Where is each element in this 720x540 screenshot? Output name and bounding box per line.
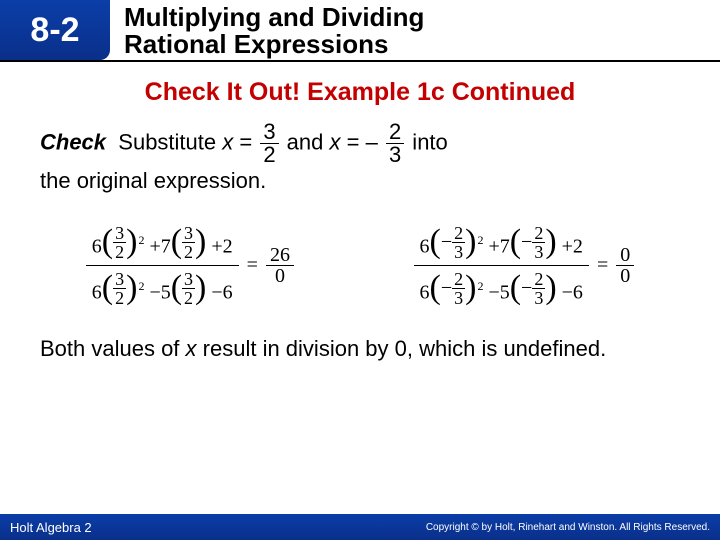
footer-book: Holt Algebra 2: [10, 520, 92, 535]
var-x1: x: [222, 129, 233, 154]
eqb-result: 0 0: [616, 245, 634, 286]
eq1: =: [233, 129, 258, 154]
equations-row: 6(32)2 +7(32) +2 6(32)2 −5(32) −6 = 26 0…: [0, 196, 720, 321]
mid: and: [281, 129, 330, 154]
conclusion: Both values of x result in division by 0…: [0, 321, 720, 364]
eqb-bigfrac: 6(−23)2 +7(−23) +2 6(−23)2 −5(−23) −6: [414, 220, 589, 311]
conc-x: x: [186, 336, 197, 361]
eqa-equals: =: [247, 254, 258, 277]
neg: –: [366, 129, 384, 154]
var-x2: x: [330, 129, 341, 154]
footer-copyright: Copyright © by Holt, Rinehart and Winsto…: [426, 522, 710, 533]
chapter-title: Multiplying and Dividing Rational Expres…: [110, 0, 424, 60]
equation-a: 6(32)2 +7(32) +2 6(32)2 −5(32) −6 = 26 0: [86, 220, 294, 311]
check-pre: Substitute: [118, 129, 222, 154]
header: 8-2 Multiplying and Dividing Rational Ex…: [0, 0, 720, 62]
eqb-equals: =: [597, 254, 608, 277]
equation-b: 6(−23)2 +7(−23) +2 6(−23)2 −5(−23) −6 = …: [414, 220, 635, 311]
check-label: Check: [40, 129, 106, 154]
frac-3-2: 32: [260, 121, 278, 166]
section-title: Check It Out! Example 1c Continued: [0, 78, 720, 107]
post: into: [406, 129, 448, 154]
eqa-result: 26 0: [266, 245, 294, 286]
footer: Holt Algebra 2 Copyright © by Holt, Rine…: [0, 514, 720, 540]
check-text: Check Substitute x = 32 and x = – 23 int…: [0, 121, 720, 196]
eq2: =: [341, 129, 366, 154]
chapter-badge: 8-2: [0, 0, 110, 60]
conc-t2: result in division by 0, which is undefi…: [197, 336, 607, 361]
frac-2-3: 23: [386, 121, 404, 166]
eqa-bigfrac: 6(32)2 +7(32) +2 6(32)2 −5(32) −6: [86, 220, 239, 311]
title-line2: Rational Expressions: [124, 29, 388, 59]
conc-t1: Both values of: [40, 336, 186, 361]
check-line2: the original expression.: [40, 168, 266, 193]
title-line1: Multiplying and Dividing: [124, 2, 424, 32]
